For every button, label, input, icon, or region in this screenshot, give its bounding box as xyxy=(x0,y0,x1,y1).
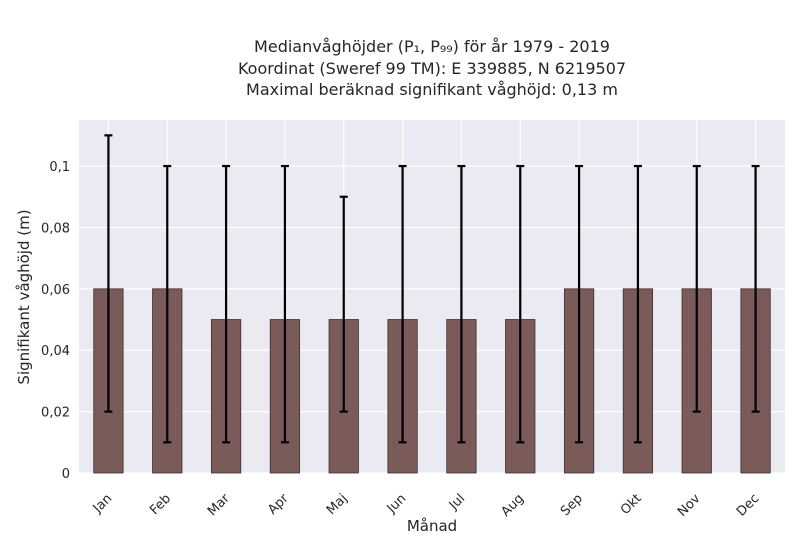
y-tick-label: 0,06 xyxy=(41,283,70,298)
y-axis-label: Signifikant våghöjd (m) xyxy=(15,209,33,384)
y-tick-label: 0,08 xyxy=(41,221,70,236)
x-tick-label: Okt xyxy=(618,491,645,518)
y-tick-label: 0 xyxy=(62,467,70,482)
title-line-3: Maximal beräknad signifikant våghöjd: 0,… xyxy=(246,80,618,99)
x-tick-label: Jan xyxy=(90,491,115,516)
x-axis-label: Månad xyxy=(407,517,457,535)
x-tick-label: Mar xyxy=(205,491,233,519)
title-line-2: Koordinat (Sweref 99 TM): E 339885, N 62… xyxy=(238,59,626,78)
x-tick-label: Maj xyxy=(324,491,351,518)
y-axis-ticks: 0 0,02 0,04 0,06 0,08 0,1 xyxy=(41,160,70,482)
y-tick-label: 0,04 xyxy=(41,344,70,359)
y-tick-label: 0,1 xyxy=(49,160,70,175)
x-tick-label: Sep xyxy=(558,491,586,519)
x-tick-label: Feb xyxy=(147,491,174,518)
x-tick-label: Dec xyxy=(734,491,762,519)
x-tick-label: Jun xyxy=(384,491,410,517)
title-line-1: Medianvåghöjder (P₁, P₉₉) för år 1979 - … xyxy=(254,37,610,56)
y-tick-label: 0,02 xyxy=(41,406,70,421)
x-axis-ticks: Jan Feb Mar Apr Maj Jun Jul Aug Sep Okt Nov Dec xyxy=(90,491,763,520)
x-tick-label: Jul xyxy=(446,491,468,513)
x-tick-label: Nov xyxy=(675,491,704,520)
x-tick-label: Aug xyxy=(499,491,528,520)
error-bars xyxy=(104,134,760,444)
plot-area xyxy=(79,120,785,473)
chart-title: Medianvåghöjder (P₁, P₉₉) för år 1979 - … xyxy=(238,37,626,99)
x-tick-label: Apr xyxy=(265,491,292,518)
